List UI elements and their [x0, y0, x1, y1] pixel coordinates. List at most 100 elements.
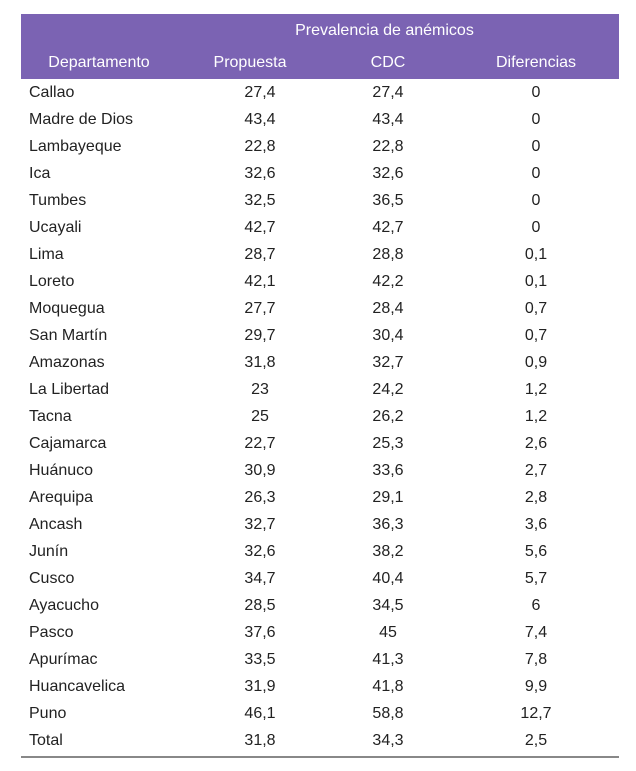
cell-diferencias: 0 — [531, 218, 541, 236]
cell-departamento: Ayacucho — [29, 596, 99, 614]
header-diferencias: Diferencias — [495, 54, 577, 71]
cell-diferencias: 9,9 — [524, 677, 548, 695]
cell-departamento: Ancash — [29, 515, 83, 533]
cell-departamento: Apurímac — [29, 650, 98, 668]
cell-propuesta: 32,5 — [244, 191, 276, 209]
cell-propuesta: 27,4 — [244, 83, 276, 101]
table-row: Huancavelica 31,9 41,8 9,9 — [21, 673, 619, 700]
table-row: Ucayali 42,7 42,7 0 — [21, 214, 619, 241]
cell-cdc: 24,2 — [372, 380, 404, 398]
table-row: Cusco 34,7 40,4 5,7 — [21, 565, 619, 592]
cell-cdc: 27,4 — [372, 83, 404, 101]
cell-propuesta: 33,5 — [244, 650, 276, 668]
cell-diferencias: 12,7 — [520, 704, 552, 722]
table-row: Madre de Dios 43,4 43,4 0 — [21, 106, 619, 133]
table-row: Pasco 37,6 45 7,4 — [21, 619, 619, 646]
anemia-prevalence-table: Prevalencia de anémicos Departamento Pro… — [21, 14, 619, 758]
table-row: Apurímac 33,5 41,3 7,8 — [21, 646, 619, 673]
cell-diferencias: 0 — [531, 83, 541, 101]
table-row: Ica 32,6 32,6 0 — [21, 160, 619, 187]
cell-cdc: 29,1 — [372, 488, 404, 506]
cell-departamento: Loreto — [29, 272, 75, 290]
table-body: Callao 27,4 27,4 0 Madre de Dios 43,4 43,4 0 Lam… — [21, 79, 619, 754]
cell-departamento: Cajamarca — [29, 434, 107, 452]
cell-diferencias: 0,9 — [524, 353, 548, 371]
cell-propuesta: 32,6 — [244, 164, 276, 182]
cell-departamento: Ucayali — [29, 218, 82, 236]
cell-propuesta: 31,8 — [244, 353, 276, 371]
header-departamento: Departamento — [48, 54, 150, 71]
cell-diferencias: 1,2 — [524, 380, 548, 398]
cell-diferencias: 5,7 — [524, 569, 548, 587]
cell-diferencias: 0 — [531, 191, 541, 209]
cell-diferencias: 2,8 — [524, 488, 548, 506]
table-row: Arequipa 26,3 29,1 2,8 — [21, 484, 619, 511]
cell-departamento: Moquegua — [29, 299, 105, 317]
cell-diferencias: 0 — [531, 137, 541, 155]
cell-cdc: 22,8 — [372, 137, 404, 155]
cell-propuesta: 37,6 — [244, 623, 276, 641]
cell-departamento: Tumbes — [29, 191, 87, 209]
cell-propuesta: 31,9 — [244, 677, 276, 695]
cell-diferencias: 0,1 — [524, 245, 548, 263]
cell-cdc: 33,6 — [372, 461, 404, 479]
cell-cdc: 41,3 — [372, 650, 404, 668]
cell-propuesta: 42,1 — [244, 272, 276, 290]
cell-departamento: Pasco — [29, 623, 74, 641]
cell-cdc: 40,4 — [372, 569, 404, 587]
cell-propuesta: 32,6 — [244, 542, 276, 560]
cell-propuesta: 25 — [251, 407, 269, 425]
cell-departamento: La Libertad — [29, 380, 110, 398]
cell-departamento: San Martín — [29, 326, 108, 344]
table-row: Cajamarca 22,7 25,3 2,6 — [21, 430, 619, 457]
cell-departamento: Lima — [29, 245, 64, 263]
table-row: Ayacucho 28,5 34,5 6 — [21, 592, 619, 619]
cell-diferencias: 7,4 — [524, 623, 548, 641]
cell-cdc: 32,7 — [372, 353, 404, 371]
table-row: Lambayeque 22,8 22,8 0 — [21, 133, 619, 160]
cell-diferencias: 7,8 — [524, 650, 548, 668]
cell-cdc: 42,2 — [372, 272, 404, 290]
cell-departamento: Total — [29, 731, 63, 749]
cell-departamento: Arequipa — [29, 488, 94, 506]
cell-departamento: Junín — [29, 542, 69, 560]
header-cdc: CDC — [370, 54, 406, 71]
table-row: Lima 28,7 28,8 0,1 — [21, 241, 619, 268]
cell-cdc: 34,3 — [372, 731, 404, 749]
cell-cdc: 25,3 — [372, 434, 404, 452]
cell-diferencias: 2,7 — [524, 461, 548, 479]
cell-diferencias: 1,2 — [524, 407, 548, 425]
cell-departamento: Huancavelica — [29, 677, 126, 695]
cell-propuesta: 43,4 — [244, 110, 276, 128]
cell-cdc: 58,8 — [372, 704, 404, 722]
column-header-row: Departamento Propuesta CDC Diferencias — [21, 47, 619, 79]
cell-departamento: Cusco — [29, 569, 75, 587]
cell-cdc: 41,8 — [372, 677, 404, 695]
cell-diferencias: 5,6 — [524, 542, 548, 560]
cell-cdc: 42,7 — [372, 218, 404, 236]
cell-diferencias: 0,1 — [524, 272, 548, 290]
cell-diferencias: 0 — [531, 110, 541, 128]
table-row: Callao 27,4 27,4 0 — [21, 79, 619, 106]
total-row: Total 31,8 34,3 2,5 — [21, 727, 619, 754]
table-row: Loreto 42,1 42,2 0,1 — [21, 268, 619, 295]
cell-departamento: Ica — [29, 164, 51, 182]
cell-propuesta: 31,8 — [244, 731, 276, 749]
cell-diferencias: 3,6 — [524, 515, 548, 533]
cell-propuesta: 29,7 — [244, 326, 276, 344]
cell-departamento: Madre de Dios — [29, 110, 134, 128]
cell-diferencias: 2,6 — [524, 434, 548, 452]
cell-departamento: Huánuco — [29, 461, 94, 479]
table-row: Tacna 25 26,2 1,2 — [21, 403, 619, 430]
cell-diferencias: 0,7 — [524, 326, 548, 344]
cell-diferencias: 2,5 — [524, 731, 548, 749]
table-row: Puno 46,1 58,8 12,7 — [21, 700, 619, 727]
group-title: Prevalencia de anémicos — [295, 22, 474, 39]
cell-departamento: Tacna — [29, 407, 72, 425]
cell-propuesta: 42,7 — [244, 218, 276, 236]
group-header-row: Prevalencia de anémicos — [21, 14, 619, 47]
cell-propuesta: 27,7 — [244, 299, 276, 317]
table-row: Huánuco 30,9 33,6 2,7 — [21, 457, 619, 484]
table-row: Junín 32,6 38,2 5,6 — [21, 538, 619, 565]
cell-diferencias: 0 — [531, 164, 541, 182]
